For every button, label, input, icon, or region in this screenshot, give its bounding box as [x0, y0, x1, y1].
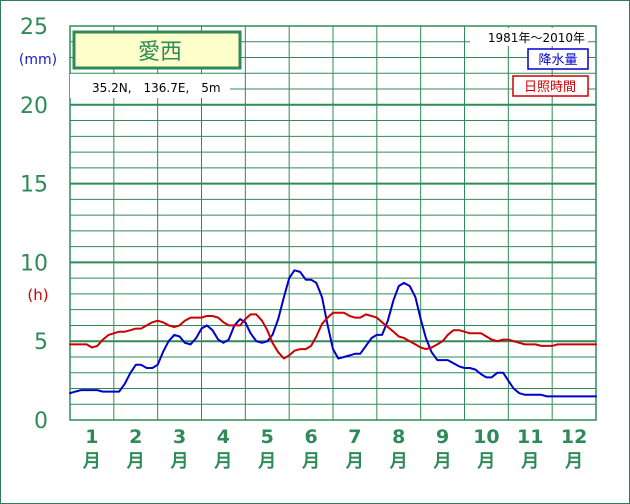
legend-precip-label: 降水量	[538, 53, 577, 68]
data-series	[69, 269, 597, 398]
month-unit-label: 月	[433, 451, 452, 472]
y-tick-label: 20	[20, 94, 48, 119]
month-number-label: 6	[304, 426, 317, 448]
y-axis: 0 5 10 15 20 25 (mm) (h)	[19, 15, 57, 434]
month-unit-label: 月	[476, 451, 495, 472]
month-number-label: 2	[129, 426, 142, 448]
month-number-label: 12	[561, 426, 587, 448]
sunshine-line	[69, 311, 597, 360]
month-number-label: 4	[217, 426, 230, 448]
station-coordinates: 35.2N, 136.7E, 5m	[92, 81, 221, 95]
month-unit-label: 月	[520, 451, 539, 472]
month-unit-label: 月	[564, 451, 583, 472]
legend-sunshine-box	[512, 75, 589, 97]
month-number-label: 5	[261, 426, 274, 448]
month-unit-label: 月	[170, 451, 189, 472]
precipitation-line	[69, 269, 597, 398]
month-unit-label: 月	[345, 451, 364, 472]
month-number-label: 8	[392, 426, 405, 448]
precip-unit-label: (mm)	[19, 52, 57, 68]
month-unit-label: 月	[82, 451, 101, 472]
y-tick-label: 25	[20, 15, 48, 40]
plot-border	[69, 25, 597, 421]
month-unit-label: 月	[213, 451, 232, 472]
month-number-label: 11	[517, 426, 543, 448]
month-unit-label: 月	[389, 451, 408, 472]
legend: 1981年〜2010年 降水量 日照時間	[470, 28, 589, 97]
title-box	[72, 30, 242, 70]
legend-precip-box	[527, 48, 589, 70]
station-box: 愛西 35.2N, 136.7E, 5m	[70, 30, 242, 98]
y-tick-label: 15	[20, 173, 48, 198]
month-unit-label: 月	[126, 451, 145, 472]
period-background	[470, 28, 588, 46]
y-tick-label: 5	[34, 330, 48, 355]
month-number-label: 9	[436, 426, 449, 448]
y-tick-label: 0	[34, 409, 48, 434]
month-unit-label: 月	[301, 451, 320, 472]
sunshine-unit-label: (h)	[27, 286, 48, 304]
station-name: 愛西	[138, 40, 182, 65]
x-axis: 1 月 2 月 3 月 4 月 5 月 6 月 7 月 8 月 9 月 10 月 11 月 12 月	[82, 426, 587, 472]
legend-sunshine-label: 日照時間	[524, 80, 576, 95]
month-unit-label: 月	[257, 451, 276, 472]
month-number-label: 7	[348, 426, 361, 448]
month-number-label: 1	[85, 426, 98, 448]
y-tick-label: 10	[20, 251, 48, 276]
month-number-label: 10	[473, 426, 499, 448]
coords-background	[70, 74, 230, 98]
period-label: 1981年〜2010年	[488, 31, 585, 45]
month-number-label: 3	[173, 426, 186, 448]
